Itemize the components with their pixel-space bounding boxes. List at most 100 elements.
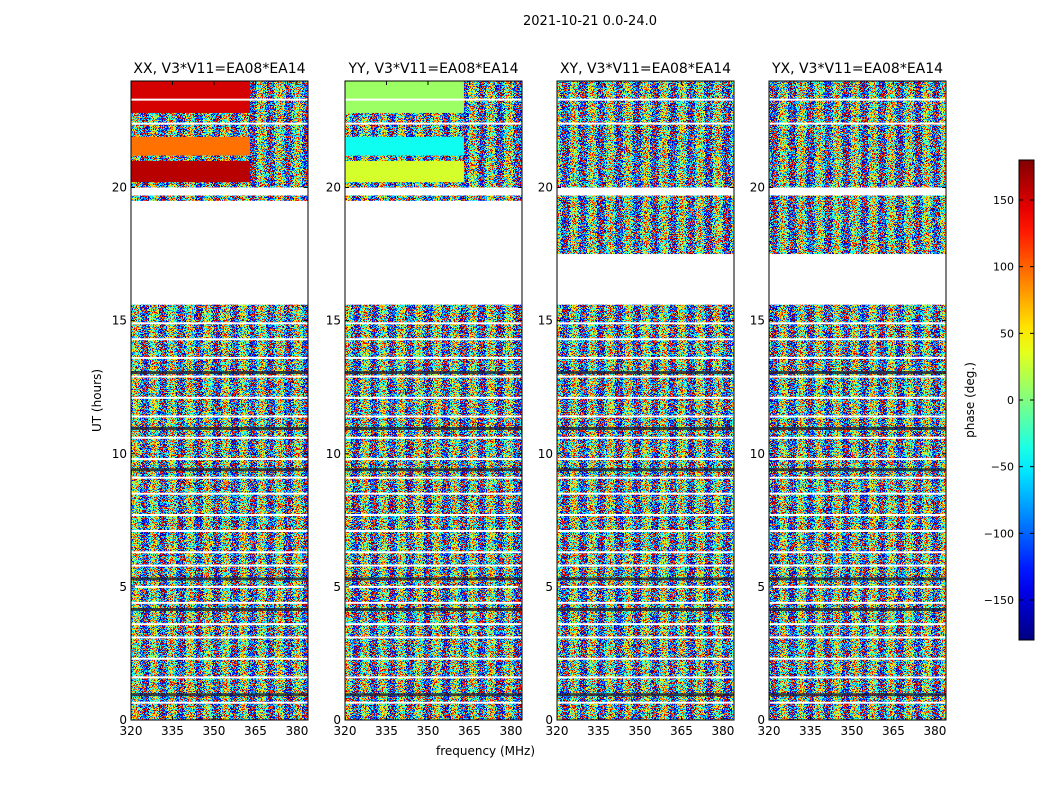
flag-row-0-18 [131, 356, 308, 359]
flag-row-0-2 [131, 657, 308, 660]
colorbar-tick-label-3: 0 [1007, 394, 1014, 407]
flag-row-3-5 [769, 601, 946, 604]
flag-row-3-15 [769, 415, 946, 418]
dark-row-0-0 [131, 693, 308, 697]
panel-frame-0 [130, 80, 309, 721]
flag-row-0-3 [131, 636, 308, 639]
flagged-range-3-0 [769, 254, 946, 305]
xtick-label-1-0: 320 [334, 724, 357, 738]
xtick-label-1-2: 350 [417, 724, 440, 738]
flag-row-0-1 [131, 676, 308, 679]
xtick-label-0-1: 335 [161, 724, 184, 738]
colorbar-tick-label-2: −50 [991, 461, 1014, 474]
flag-row-1-19 [345, 338, 522, 341]
ytick-label-3-2: 10 [750, 447, 765, 461]
flag-row-3-14 [769, 436, 946, 439]
flagged-range-3-1 [769, 187, 946, 196]
xtick-label-3-2: 350 [841, 724, 864, 738]
ytick-label-3-3: 15 [750, 314, 765, 328]
flag-row-1-14 [345, 436, 522, 439]
flag-row-2-17 [557, 375, 734, 378]
flag-row-1-16 [345, 396, 522, 399]
ytick-label-2-3: 15 [538, 314, 553, 328]
flag-row-3-11 [769, 492, 946, 495]
flag-row-0-12 [131, 476, 308, 479]
flag-row-2-6 [557, 585, 734, 588]
flag-row-3-3 [769, 636, 946, 639]
dark-row-0-4 [131, 426, 308, 430]
xtick-label-2-0: 320 [546, 724, 569, 738]
flag-row-3-8 [769, 551, 946, 554]
coherent-band-0-1 [131, 136, 250, 156]
xtick-label-0-2: 350 [203, 724, 226, 738]
panel-1: YY, V3*V11=EA08*EA14 320 335 350 365 380 0 5 10 1… [326, 61, 535, 758]
colorbar-tick-label-0: −150 [984, 594, 1014, 607]
flag-row-2-2 [557, 657, 734, 660]
xtick-label-1-1: 335 [375, 724, 398, 738]
flag-row-1-20 [345, 322, 522, 325]
flag-row-0-8 [131, 551, 308, 554]
flag-row-0-22 [131, 98, 308, 101]
panel-title-2: XY, V3*V11=EA08*EA14 [560, 61, 731, 77]
dark-row-2-1 [557, 608, 734, 612]
ytick-label-0-1: 5 [119, 580, 127, 594]
flag-row-0-5 [131, 601, 308, 604]
flag-row-2-10 [557, 513, 734, 516]
dark-row-1-2 [345, 577, 522, 581]
ytick-label-1-1: 5 [333, 580, 341, 594]
dark-row-3-1 [769, 608, 946, 612]
dark-row-0-5 [131, 371, 308, 375]
dark-row-1-5 [345, 371, 522, 375]
dark-row-1-3 [345, 468, 522, 472]
panel-3: YX, V3*V11=EA08*EA14 320 335 350 365 380 0 5 10 1… [750, 61, 947, 738]
flagged-range-2-1 [557, 187, 734, 196]
xtick-label-3-4: 380 [923, 724, 946, 738]
panel-title-3: YX, V3*V11=EA08*EA14 [771, 61, 943, 77]
xtick-label-2-4: 380 [711, 724, 734, 738]
flag-row-1-12 [345, 476, 522, 479]
flag-row-1-22 [345, 98, 522, 101]
flag-row-0-0 [131, 701, 308, 704]
flag-row-0-11 [131, 492, 308, 495]
flag-row-3-1 [769, 676, 946, 679]
colorbar: −150 −100 −50 0 50 100 150 phase (deg.) [963, 159, 1035, 641]
flag-row-3-22 [769, 98, 946, 101]
flag-row-1-9 [345, 529, 522, 532]
ytick-label-1-4: 20 [326, 181, 341, 195]
flag-row-2-0 [557, 701, 734, 704]
ytick-label-0-0: 0 [119, 713, 127, 727]
flag-row-0-10 [131, 513, 308, 516]
xtick-label-2-1: 335 [587, 724, 610, 738]
coherent-band-1-1 [345, 136, 464, 156]
ytick-label-0-2: 10 [112, 447, 127, 461]
coherent-band-1-2 [345, 160, 464, 183]
dark-row-2-3 [557, 468, 734, 472]
flag-row-0-21 [131, 122, 308, 125]
flag-row-0-15 [131, 415, 308, 418]
flag-row-1-5 [345, 601, 522, 604]
figure-title: 2021-10-21 0.0-24.0 [523, 14, 657, 29]
flag-row-0-6 [131, 585, 308, 588]
flag-row-2-5 [557, 601, 734, 604]
dark-row-3-0 [769, 693, 946, 697]
flag-row-2-22 [557, 98, 734, 101]
dark-row-2-4 [557, 426, 734, 430]
flag-row-3-2 [769, 657, 946, 660]
flag-row-3-17 [769, 375, 946, 378]
panel-title-0: XX, V3*V11=EA08*EA14 [133, 61, 305, 77]
xtick-label-1-3: 365 [458, 724, 481, 738]
flag-row-1-13 [345, 458, 522, 461]
flag-row-1-7 [345, 564, 522, 567]
ylabel-0: UT (hours) [90, 369, 104, 432]
flag-row-1-8 [345, 551, 522, 554]
dark-row-2-0 [557, 693, 734, 697]
flag-row-2-20 [557, 322, 734, 325]
dark-row-3-5 [769, 371, 946, 375]
flag-row-0-4 [131, 623, 308, 626]
flag-row-2-4 [557, 623, 734, 626]
ytick-label-0-4: 20 [112, 181, 127, 195]
flag-row-2-9 [557, 529, 734, 532]
flag-row-3-16 [769, 396, 946, 399]
